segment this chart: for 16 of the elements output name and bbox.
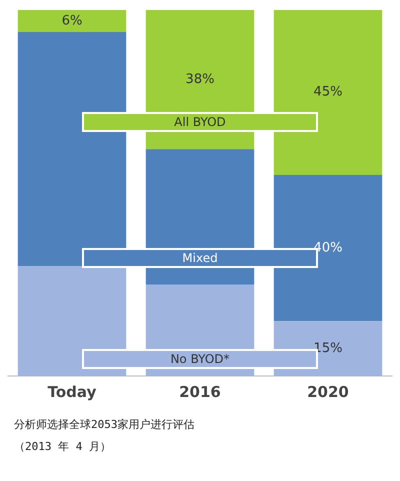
bar bbox=[18, 10, 126, 32]
data-label: 45% bbox=[314, 84, 342, 100]
bar bbox=[274, 10, 382, 175]
bar bbox=[18, 32, 126, 266]
text: （2013 年 4 月） bbox=[14, 439, 112, 455]
data-label: 38% bbox=[186, 72, 214, 87]
data-label: 6% bbox=[62, 13, 82, 28]
x-tick-label: Today bbox=[48, 382, 97, 401]
x-tick-label: 2016 bbox=[179, 382, 221, 401]
name-tag: Mixed bbox=[82, 248, 318, 268]
x-tick-label: 2020 bbox=[307, 382, 349, 401]
name-tag: All BYOD bbox=[82, 112, 318, 132]
name-tag: No BYOD* bbox=[82, 348, 318, 369]
text: 分析师选择全球2053家用户进行评估 bbox=[14, 417, 196, 433]
bar bbox=[274, 174, 382, 322]
bar bbox=[18, 266, 126, 376]
